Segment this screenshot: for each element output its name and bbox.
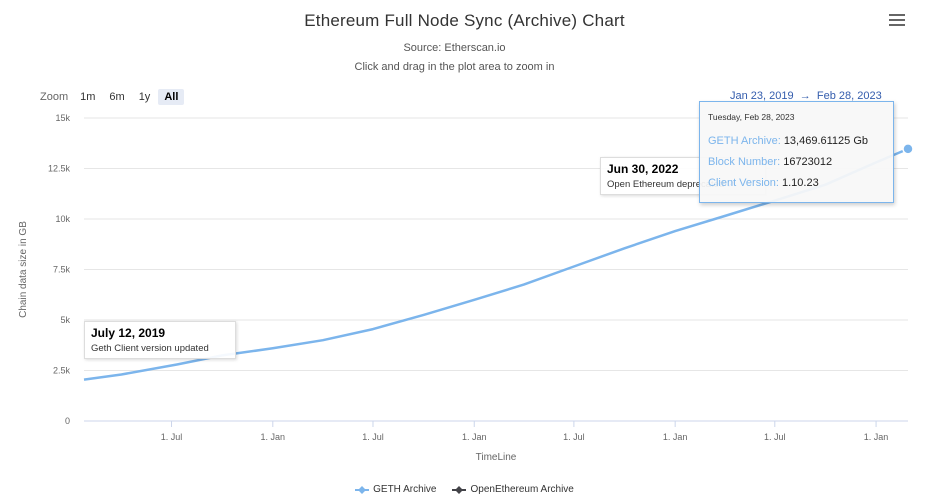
zoom-button-1m[interactable]: 1m [80,91,96,103]
zoom-selector: Zoom 1m 6m 1y All [40,89,186,105]
range-separator: → [799,90,811,102]
zoom-button-all[interactable]: All [158,89,185,105]
y-tick-label: 10k [55,214,70,224]
tooltip-value: 1.10.23 [782,177,819,189]
legend-symbol-geth [355,485,370,494]
tooltip-date: Tuesday, Feb 28, 2023 [708,112,795,122]
x-tick-label: 1. Jan [462,432,487,442]
chart-legend: GETH Archive OpenEthereum Archive [0,484,929,495]
legend-symbol-openethereum [452,485,467,494]
y-axis-ticks: 0 2.5k 5k 7.5k 10k 12.5k 15k [48,113,71,426]
data-tooltip: Tuesday, Feb 28, 2023 GETH Archive: 13,4… [699,101,894,203]
range-to[interactable]: Feb 28, 2023 [816,90,882,102]
legend-item-geth[interactable]: GETH Archive [355,484,436,495]
tooltip-row-client: Client Version: 1.10.23 [708,177,819,189]
chart-title: Ethereum Full Node Sync (Archive) Chart [304,11,625,30]
x-tick-label: 1. Jan [864,432,889,442]
y-tick-label: 12.5k [48,164,71,174]
annotation-geth-update: July 12, 2019 Geth Client version update… [84,321,236,359]
legend-label: GETH Archive [373,484,437,495]
x-tick-label: 1. Jan [261,432,286,442]
y-tick-label: 15k [55,113,70,123]
range-from[interactable]: Jan 23, 2019 [730,90,794,102]
annotation-text-value: Open Ethereum deprecated [607,179,725,190]
y-tick-label: 0 [65,416,70,426]
tooltip-row-block: Block Number: 16723012 [708,156,833,168]
hover-point [902,143,914,155]
legend-item-openethereum[interactable]: OpenEthereum Archive [452,484,574,495]
y-tick-label: 7.5k [53,265,71,275]
tooltip-value: 16723012 [783,156,833,168]
tooltip-row-geth: GETH Archive: 13,469.61125 Gb [708,135,869,147]
tooltip-key: Client Version [708,177,776,189]
legend-label: OpenEthereum Archive [470,484,574,495]
annotation-title: July 12, 2019 [91,326,166,340]
zoom-button-6m[interactable]: 6m [109,91,125,103]
zoom-instruction: Click and drag in the plot area to zoom … [354,61,555,73]
y-axis-label: Chain data size in GB [18,221,29,318]
x-tick-label: 1. Jul [362,432,384,442]
x-tick-label: 1. Jul [764,432,786,442]
tooltip-key: GETH Archive [708,135,778,147]
zoom-button-1y[interactable]: 1y [138,91,151,103]
y-tick-label: 2.5k [53,366,71,376]
y-tick-label: 5k [60,315,70,325]
x-axis-ticks: 1. Jul 1. Jan 1. Jul 1. Jan 1. Jul 1. Jan 1. J… [161,421,889,442]
x-tick-label: 1. Jul [161,432,183,442]
tooltip-key: Block Number [708,156,778,168]
x-axis-label: TimeLine [476,452,517,463]
tooltip-value: 13,469.61125 Gb [783,135,869,147]
hamburger-menu-icon[interactable] [889,14,905,28]
date-range-display: Jan 23, 2019 → Feb 28, 2023 [730,90,882,102]
x-tick-label: 1. Jan [663,432,688,442]
annotation-text: Geth Client version updated [91,343,209,354]
x-tick-label: 1. Jul [563,432,585,442]
zoom-label: Zoom [40,91,69,103]
annotation-title: Jun 30, 2022 [607,162,679,176]
chart-subtitle: Source: Etherscan.io [403,42,506,54]
